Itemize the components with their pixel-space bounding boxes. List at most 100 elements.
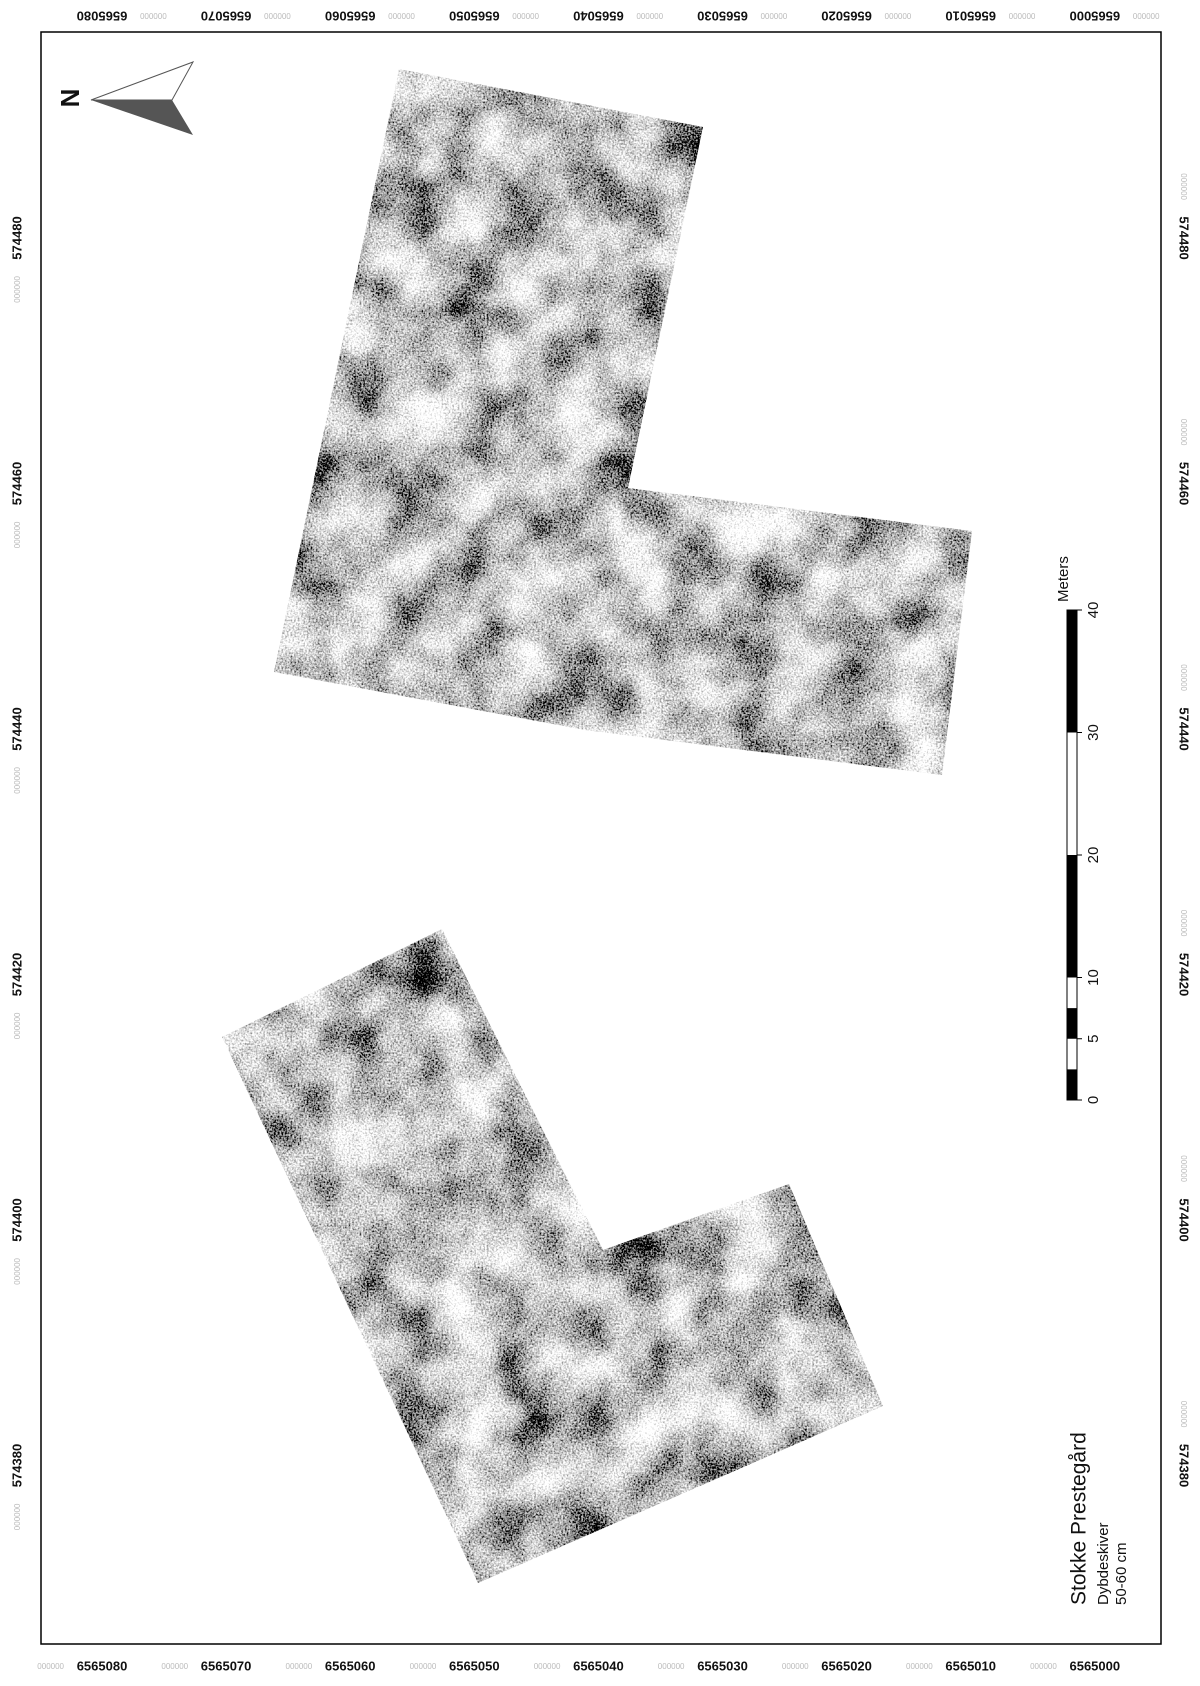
coordinate-label: 000000 6565030 [658,1658,748,1673]
coordinate-value: 574460 [9,462,24,505]
coordinate-label: 000000 6565080 [77,9,167,24]
coordinate-suffix: 000000 [658,1662,685,1671]
coordinate-suffix: 000000 [906,1662,933,1671]
coordinate-label: 000000 574440 [1177,664,1192,750]
coordinate-suffix: 000000 [13,521,22,548]
coordinate-label: 000000 6565050 [410,1658,500,1673]
scale-unit: Meters [1055,556,1072,602]
coordinate-label: 000000 6565010 [945,9,1035,24]
map: N 00000065650800000006565080000000656507… [0,0,1200,1686]
coordinate-value: 574420 [1177,953,1192,996]
coordinate-label: 000000 6565000 [1030,1658,1120,1673]
coordinate-value: 6565000 [1069,9,1120,24]
coordinate-value: 6565050 [449,9,500,24]
coordinate-label: 000000 6565060 [285,1658,375,1673]
coordinate-value: 574400 [9,1198,24,1241]
coordinate-suffix: 000000 [13,766,22,793]
scale-tick-label: 30 [1085,724,1102,741]
coordinate-label: 000000 574460 [9,462,24,548]
coordinate-label: 000000 6565040 [534,1658,624,1673]
coordinate-label: 000000 6565010 [906,1658,996,1673]
coordinate-suffix: 000000 [512,11,539,20]
coordinate-label: 000000 574380 [1177,1401,1192,1487]
coordinate-value: 6565070 [201,9,252,24]
coordinate-suffix: 000000 [37,1662,64,1671]
coordinate-value: 6565070 [201,1658,252,1673]
scale-tick-label: 0 [1085,1096,1102,1104]
coordinate-label: 000000 6565080 [37,1658,127,1673]
coordinate-label: 0000006565020 [782,1658,872,1673]
coordinate-label: 000000 574480 [9,216,24,302]
coordinate-suffix: 000000 [1030,1662,1057,1671]
coordinate-value: 6565010 [945,1658,996,1673]
coordinate-value: 6565030 [697,1658,748,1673]
coordinate-suffix: 000000 [1179,419,1188,446]
scale-tick-label: 40 [1085,602,1102,619]
coordinate-label: 000000 6565050 [449,9,539,24]
coordinate-value: 574380 [1177,1444,1192,1487]
coordinate-value: 6565000 [1069,1658,1120,1673]
coordinate-value: 6565020 [821,9,872,24]
coordinate-suffix: 000000 [884,11,911,20]
scale-bar-segment [1067,1008,1077,1039]
scale-tick-label: 10 [1085,969,1102,986]
depth-label: 50-60 cm [1113,1542,1130,1605]
coordinate-value: 6565020 [821,1658,872,1673]
coordinate-label: 0000006565070 [201,9,291,24]
coordinate-value: 6565060 [325,1658,376,1673]
scale-bar-segment [1067,1069,1077,1100]
coordinate-label: 000000 574420 [1177,910,1192,996]
coordinate-value: 574440 [1177,707,1192,750]
coordinate-value: 6565060 [325,9,376,24]
coordinate-suffix: 000000 [388,11,415,20]
coordinate-label: 000000 6565020 [821,9,911,24]
coordinate-value: 6565040 [573,1658,624,1673]
coordinate-suffix: 000000 [13,1503,22,1530]
coordinate-suffix: 000000 [760,11,787,20]
coordinate-suffix: 000000 [139,11,166,20]
coordinate-value: 6565050 [449,1658,500,1673]
coordinate-value: 6565080 [77,1658,128,1673]
coordinate-label: 000000 574420 [9,953,24,1039]
coordinate-value: 574380 [9,1444,24,1487]
scale-tick-label: 5 [1085,1035,1102,1043]
coordinate-label: 000000 6565030 [697,9,787,24]
north-label: N [55,89,85,108]
coordinate-label: 000000 574380 [9,1444,24,1530]
coordinate-value: 574440 [9,707,24,750]
coordinate-value: 6565080 [77,9,128,24]
coordinate-suffix: 000000 [13,1012,22,1039]
coordinate-label: 000000 6565000 [1069,9,1159,24]
map-subtitle: Dybdeskiver [1095,1522,1112,1605]
scale-bar-segment [1067,855,1077,978]
coordinate-suffix: 000000 [1179,910,1188,937]
coordinate-suffix: 000000 [1008,11,1035,20]
coordinate-label: 000000 6565060 [325,9,415,24]
coordinate-value: 574460 [1177,462,1192,505]
coordinate-suffix: 000000 [1179,664,1188,691]
coordinate-suffix: 000000 [1179,1155,1188,1182]
coordinate-suffix: 000000 [534,1662,561,1671]
coordinate-label: 000000 6565070 [161,1658,251,1673]
coordinate-value: 6565030 [697,9,748,24]
coordinate-suffix: 000000 [1179,173,1188,200]
coordinate-value: 6565010 [945,9,996,24]
coordinate-label: 000000 574460 [1177,419,1192,505]
coordinate-label: 000000 574400 [1177,1155,1192,1241]
coordinate-suffix: 000000 [636,11,663,20]
scale-bar-segment [1067,610,1077,733]
map-title: Stokke Prestegård [1068,1432,1091,1605]
coordinate-suffix: 000000 [1179,1401,1188,1428]
coordinate-suffix: 000000 [410,1662,437,1671]
coordinate-suffix: 000000 [161,1662,188,1671]
coordinate-value: 574400 [1177,1198,1192,1241]
coordinate-value: 574420 [9,953,24,996]
coordinate-label: 000000 574440 [9,707,24,793]
coordinate-suffix: 000000 [13,275,22,302]
coordinate-suffix: 000000 [285,1662,312,1671]
coordinate-suffix: 000000 [13,1257,22,1284]
coordinate-value: 574480 [9,216,24,259]
coordinate-suffix: 000000 [1132,11,1159,20]
